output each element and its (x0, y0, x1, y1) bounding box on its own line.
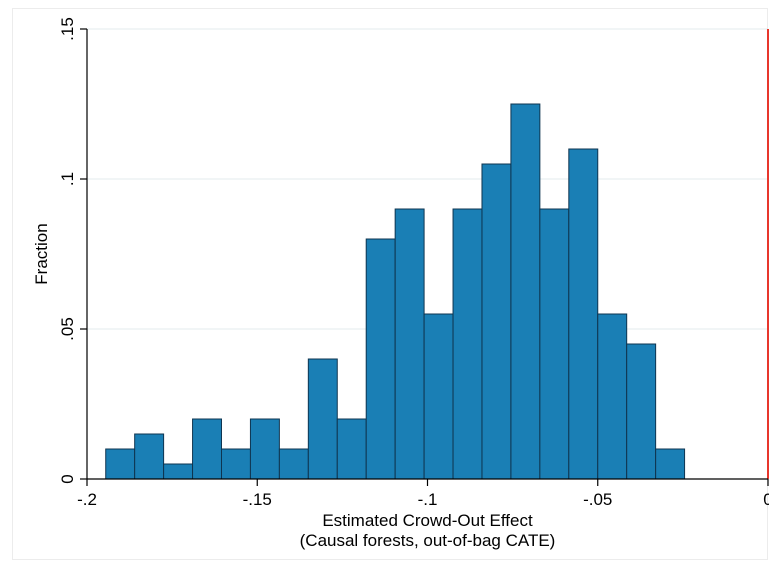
histogram-bar-12 (452, 208, 483, 480)
x-tick-label-1: -.15 (243, 490, 272, 509)
histogram-bar-16 (568, 148, 599, 480)
histogram-bar-3 (192, 418, 222, 480)
histogram-bar-7 (307, 358, 338, 480)
y-tick-label-3: .15 (58, 17, 77, 41)
histogram-bar-11 (423, 313, 454, 480)
histogram-bar-18 (626, 343, 657, 480)
x-axis-title: Estimated Crowd-Out Effect (322, 511, 533, 530)
x-axis-subtitle: (Causal forests, out-of-bag CATE) (300, 531, 556, 550)
y-tick-label-1: .05 (58, 317, 77, 341)
grid-lines (87, 28, 768, 330)
histogram-bar-19 (655, 448, 686, 480)
histogram-bar-13 (481, 163, 512, 480)
histogram-bar-14 (510, 103, 541, 480)
x-tick-label-2: -.1 (418, 490, 438, 509)
histogram-bar-0 (105, 448, 136, 480)
histogram-bar-17 (597, 313, 628, 480)
histogram-chart: -.2 -.15 -.1 -.05 0 0 .05 .1 .15 Estimated Crow… (32, 17, 769, 550)
histogram-bar-15 (539, 208, 570, 480)
histogram-bar-4 (220, 448, 251, 480)
y-tick-label-0: 0 (58, 474, 77, 483)
histogram-bar-5 (249, 418, 280, 480)
x-tick-label-4: 0 (763, 490, 769, 509)
x-axis-ticks: -.2 -.15 -.1 -.05 0 (77, 479, 769, 509)
histogram-bars (105, 103, 686, 480)
x-tick-label-0: -.2 (77, 490, 97, 509)
histogram-bar-10 (394, 208, 425, 480)
histogram-bar-8 (336, 418, 367, 480)
y-axis-ticks: 0 .05 .1 .15 (58, 17, 87, 484)
x-tick-label-3: -.05 (583, 490, 612, 509)
histogram-bar-9 (365, 238, 396, 480)
y-tick-label-2: .1 (58, 172, 77, 186)
histogram-bar-1 (134, 433, 165, 480)
y-axis-title: Fraction (32, 223, 51, 284)
chart-frame: -.2 -.15 -.1 -.05 0 0 .05 .1 .15 Estimated Crow… (12, 8, 769, 560)
histogram-bar-2 (163, 463, 194, 480)
histogram-bar-6 (278, 448, 309, 480)
